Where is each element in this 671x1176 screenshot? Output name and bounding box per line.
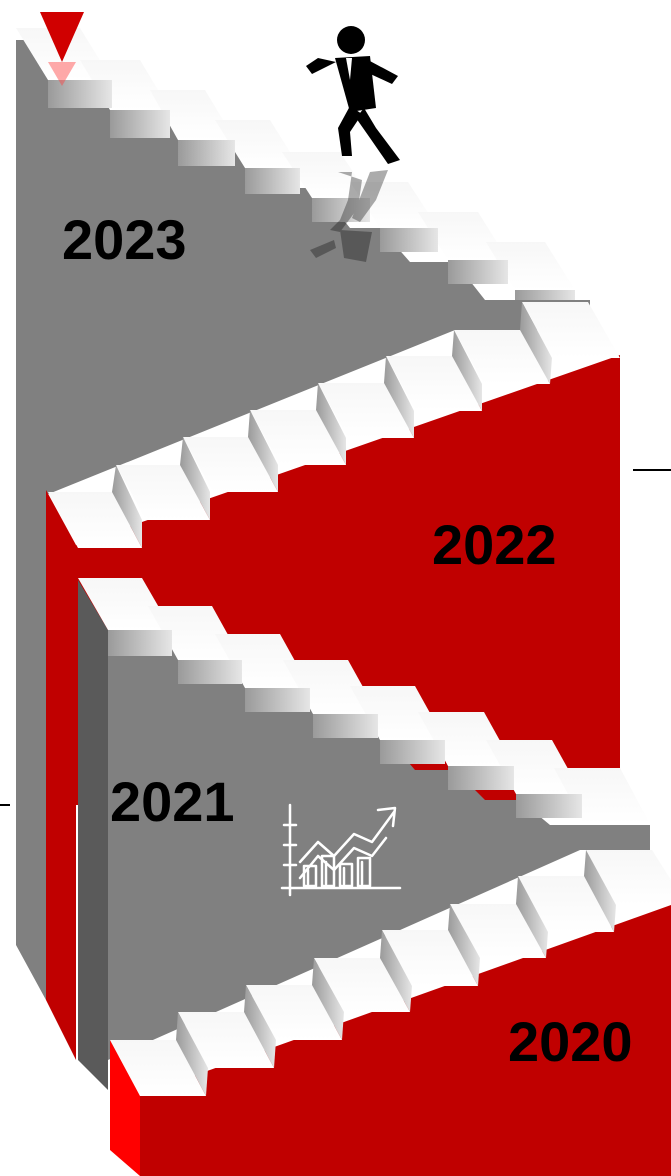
- year-label-2023: 2023: [62, 208, 187, 271]
- runner-reflection: [310, 170, 388, 262]
- year-label-2021: 2021: [110, 770, 235, 833]
- year-label-2020: 2020: [508, 1010, 633, 1073]
- running-businessman-icon: [306, 26, 400, 164]
- stair-block-2020: [110, 850, 671, 1176]
- red-triangle-marker-icon: [40, 12, 84, 86]
- stair-block-2023: [16, 28, 590, 1000]
- growth-chart-icon: [280, 803, 402, 897]
- year-label-2022: 2022: [432, 513, 557, 576]
